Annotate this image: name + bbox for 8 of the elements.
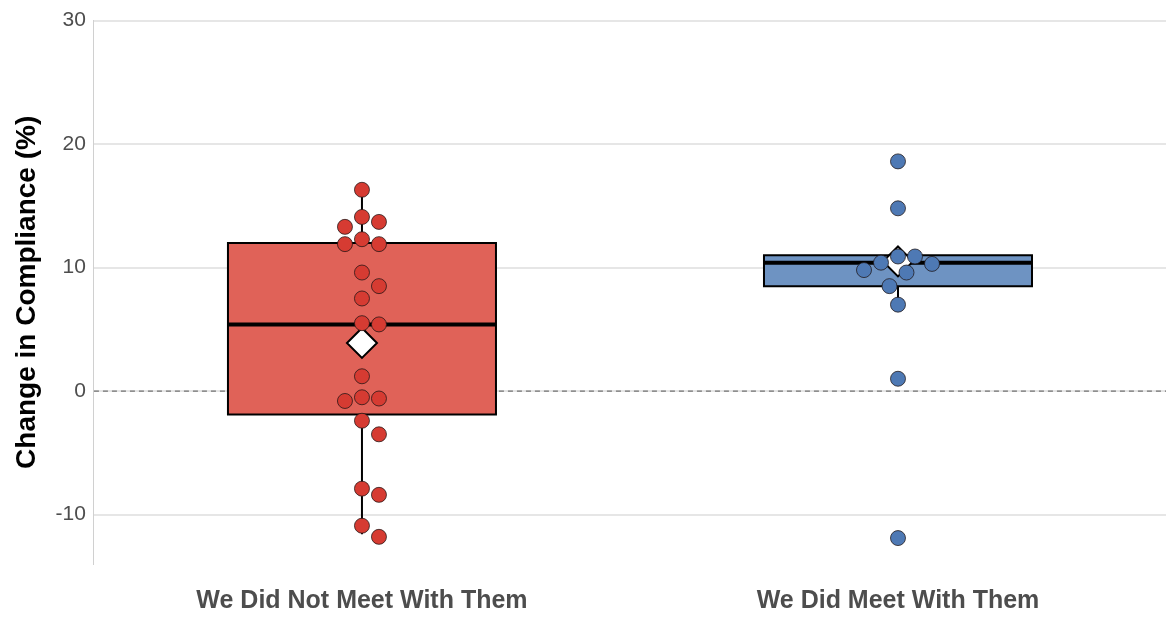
y-tick-label: -10	[55, 501, 86, 525]
y-tick-label: 30	[62, 7, 86, 31]
y-tick-label: 10	[62, 254, 86, 278]
y-tick-label: 20	[62, 130, 86, 154]
x-tick-label: We Did Meet With Them	[756, 584, 1040, 613]
y-tick-label: 0	[74, 377, 86, 401]
x-tick-label: We Did Not Meet With Them	[196, 584, 528, 613]
y-axis-title: Change in Compliance (%)	[9, 115, 41, 469]
